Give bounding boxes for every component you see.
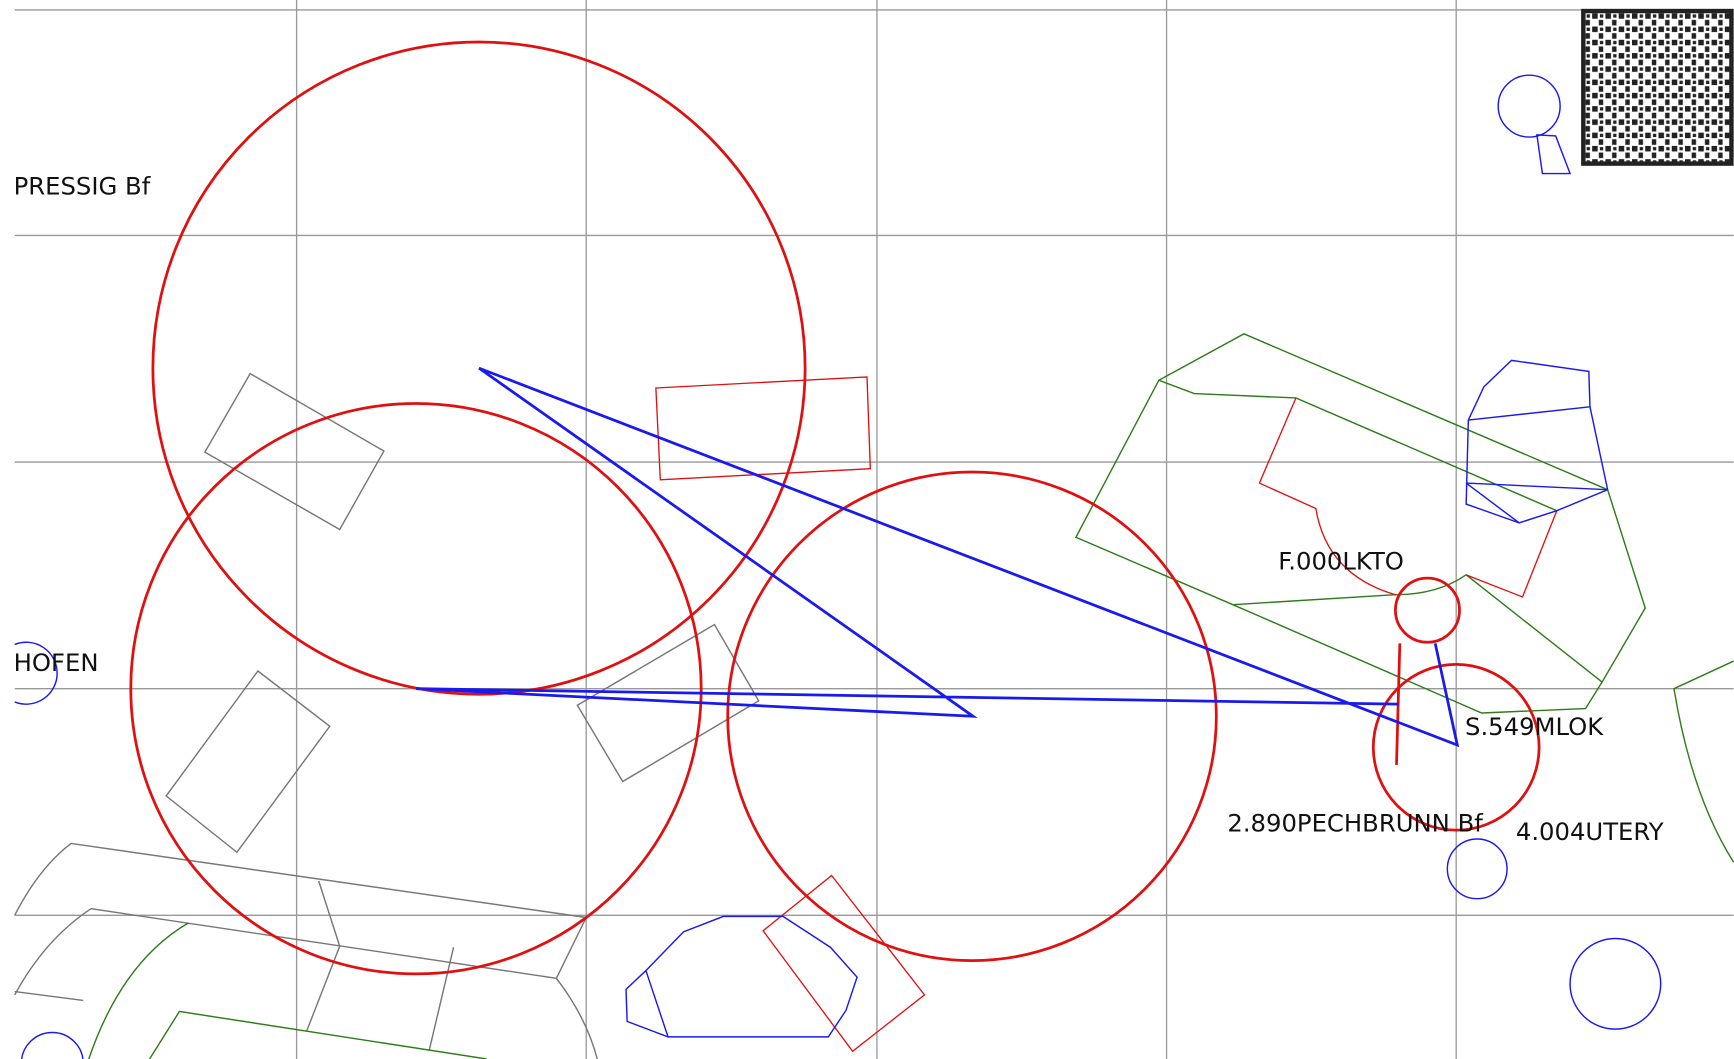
red-thin: [655, 376, 1558, 1053]
blue-thin: [14, 74, 1662, 1059]
label: F.000LKTO: [1278, 546, 1404, 575]
red-circles: [129, 40, 1541, 976]
label: HOFEN: [14, 648, 99, 677]
blue-lines: [415, 366, 1460, 748]
grid: [14, 0, 1734, 1059]
gray-shapes: [14, 372, 760, 1059]
green-shapes: [88, 333, 1734, 1059]
label: 4.004UTERY: [1516, 817, 1664, 846]
label: S.549MLOK: [1465, 712, 1604, 741]
qr-code: [1581, 8, 1734, 166]
label: PRESSIG Bf: [14, 172, 152, 201]
label: 2.890PECHBRUNN Bf: [1227, 808, 1484, 837]
